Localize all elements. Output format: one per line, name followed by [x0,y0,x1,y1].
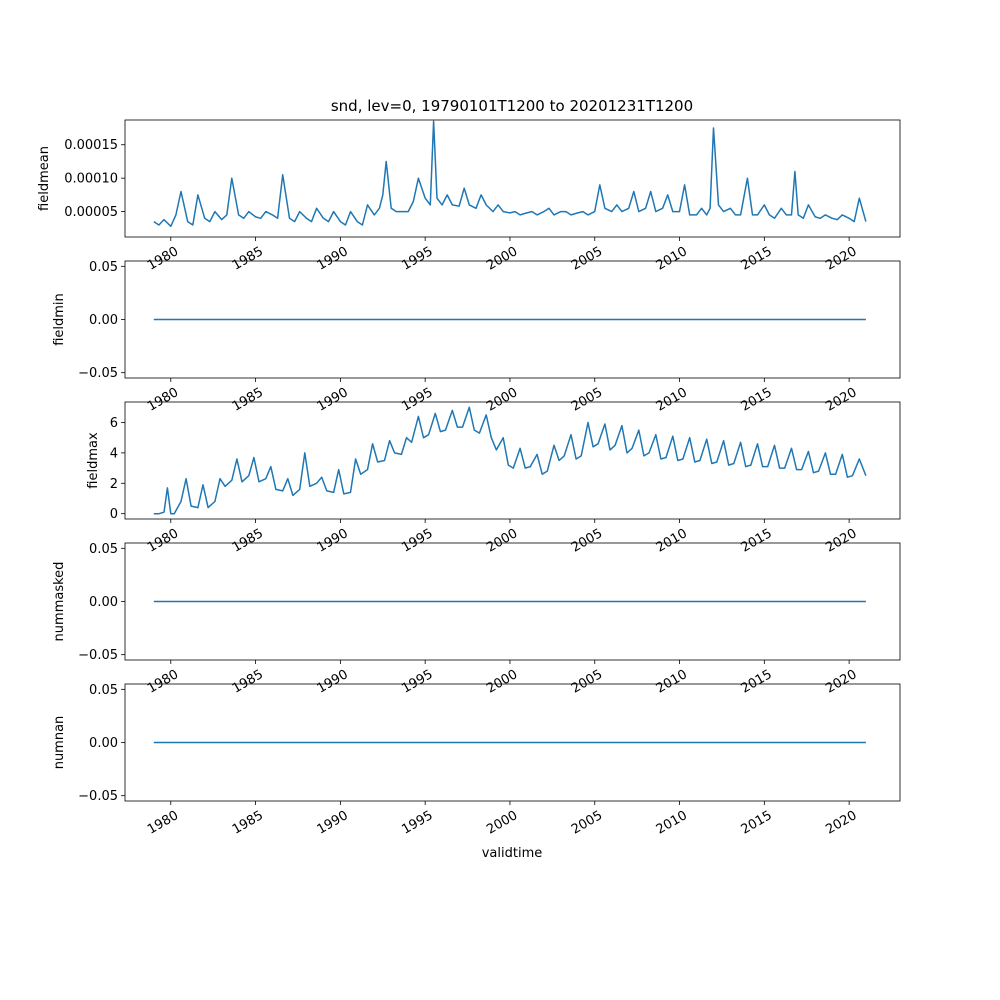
nummasked-y-axis-label: nummasked [52,562,67,642]
fieldmin-y-tick-label: −0.05 [78,366,118,381]
numnan-y-tick-label: 0.00 [89,736,118,751]
fieldmax-y-tick-label: 0 [110,507,118,522]
fieldmean-y-tick-label: 0.00015 [64,138,118,153]
fieldmax-axes-frame [124,401,901,520]
fieldmax-series-line [153,406,867,515]
fieldmax-y-tick-label: 2 [110,477,118,492]
fieldmean-y-axis-label: fieldmean [37,146,52,211]
nummasked-y-tick-label: 0.05 [89,542,118,557]
nummasked-y-tick-label: −0.05 [78,648,118,663]
fieldmean-y-tick-label: 0.00005 [64,205,118,220]
numnan-y-tick-label: 0.05 [89,683,118,698]
nummasked-y-tick-label: 0.00 [89,595,118,610]
numnan-y-tick-label: −0.05 [78,789,118,804]
fieldmin-y-tick-label: 0.00 [89,313,118,328]
fieldmean-series-line [153,120,867,228]
fieldmax-y-tick-label: 4 [110,446,118,461]
fieldmax-y-tick-label: 6 [110,416,118,431]
figure-title: snd, lev=0, 19790101T1200 to 20201231T12… [331,97,693,115]
numnan-y-axis-label: numnan [52,716,67,770]
fieldmin-y-tick-label: 0.05 [89,260,118,275]
fieldmin-y-axis-label: fieldmin [52,293,67,346]
fieldmax-y-axis-label: fieldmax [86,432,101,489]
x-axis-label: validtime [482,846,543,861]
fieldmean-y-tick-label: 0.00010 [64,172,118,187]
